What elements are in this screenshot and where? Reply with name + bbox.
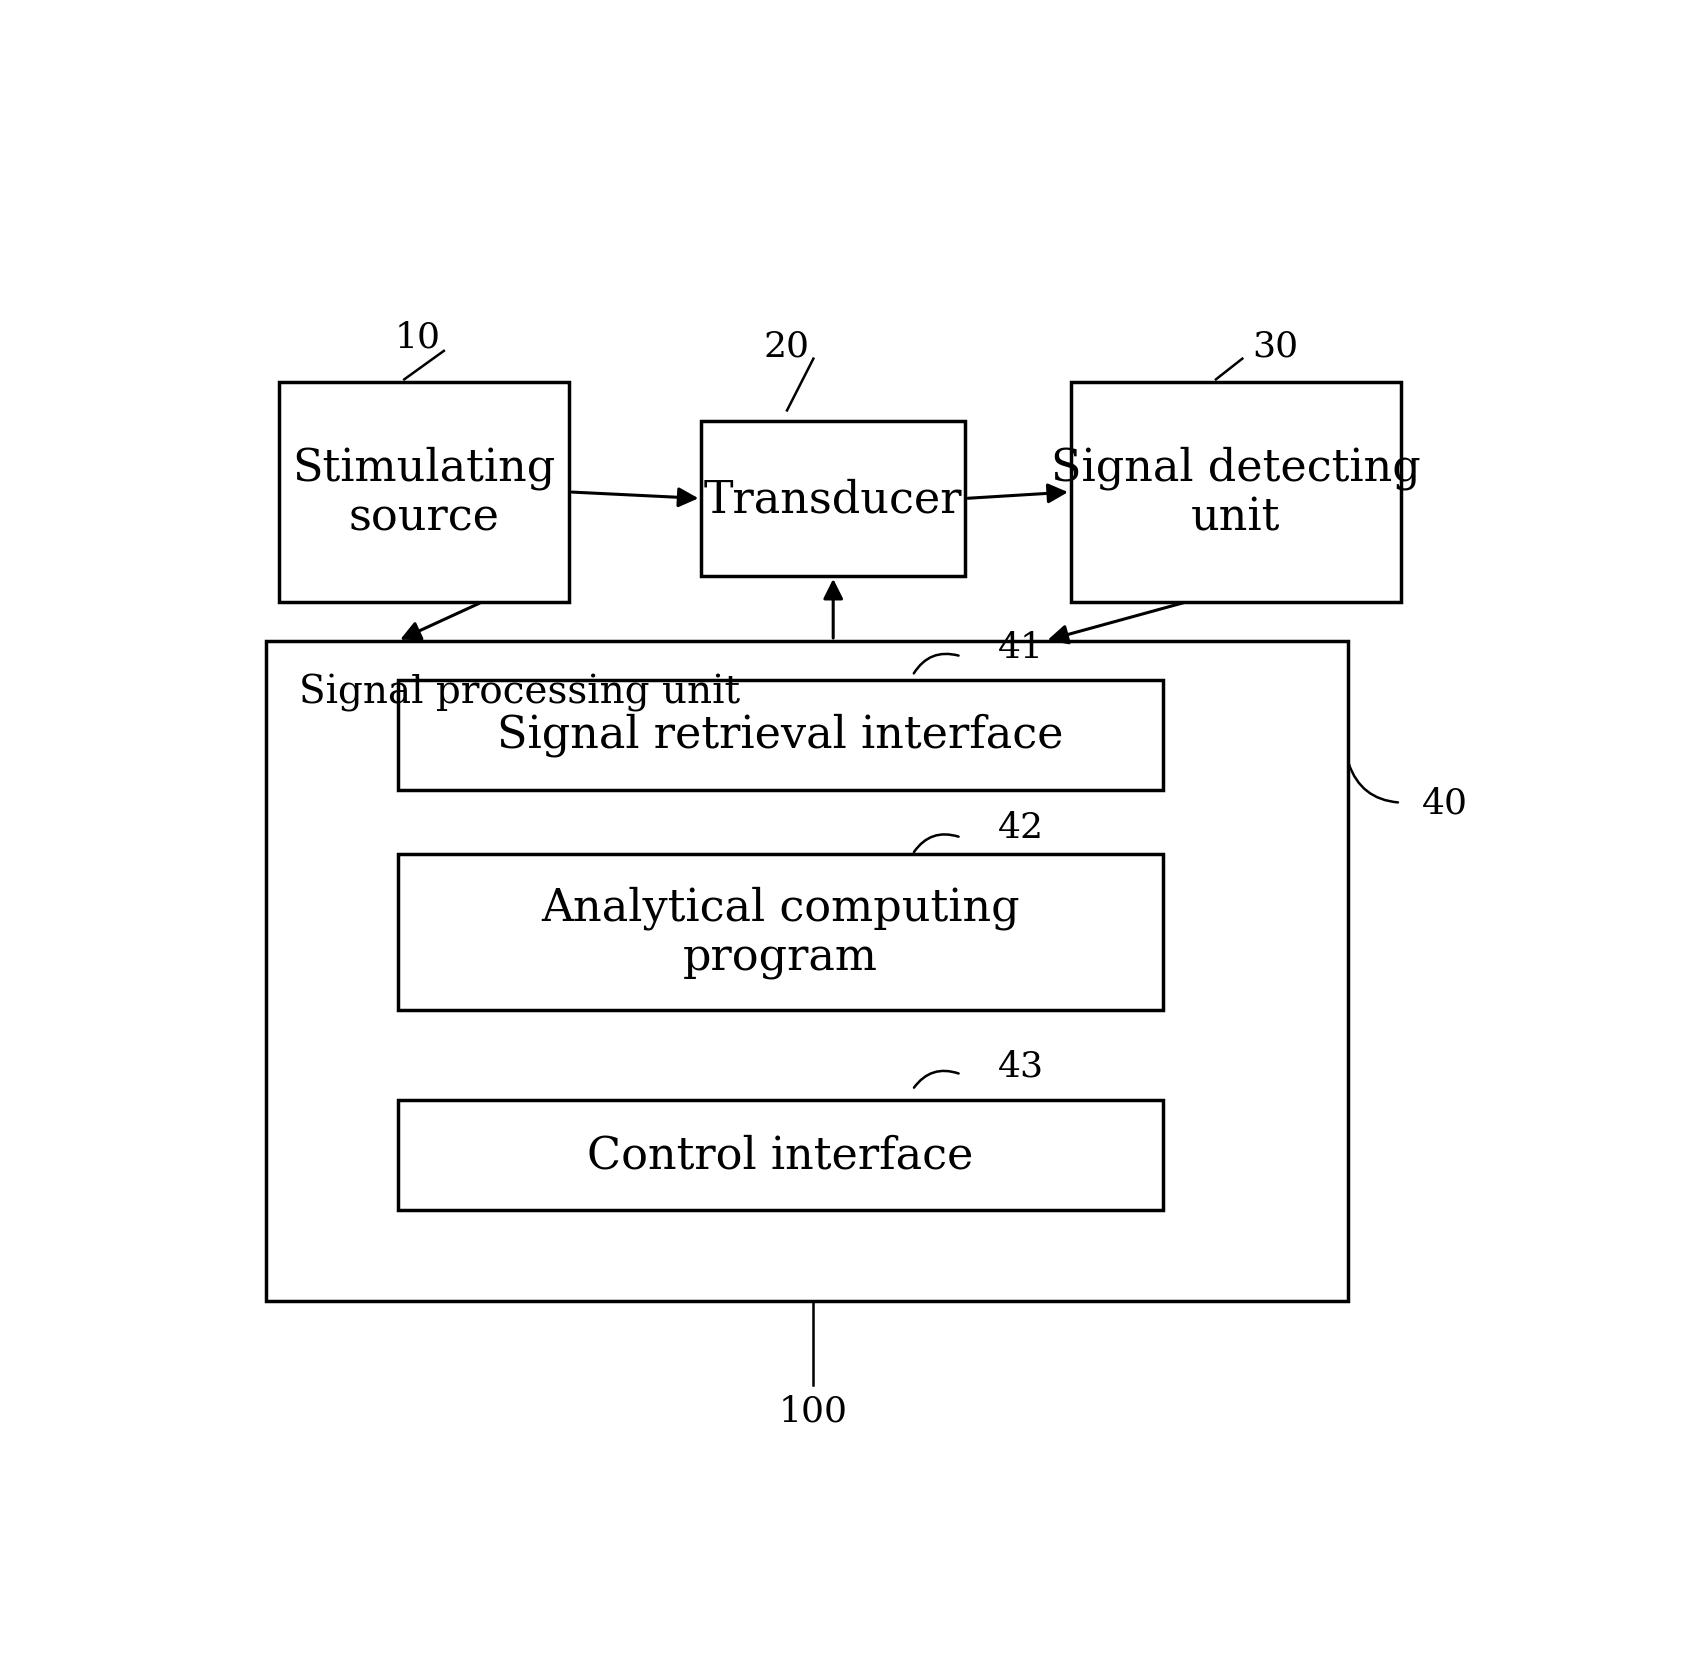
Text: 10: 10 [395, 321, 441, 354]
Bar [702, 422, 966, 576]
Text: Signal detecting
unit: Signal detecting unit [1051, 445, 1420, 539]
Text: Signal processing unit: Signal processing unit [298, 674, 739, 712]
Text: 42: 42 [998, 811, 1044, 845]
Text: 100: 100 [778, 1394, 848, 1428]
Text: 41: 41 [998, 632, 1044, 665]
Text: 40: 40 [1422, 786, 1468, 820]
Text: Stimulating
source: Stimulating source [293, 445, 555, 539]
Bar [279, 383, 569, 603]
Text: Signal retrieval interface: Signal retrieval interface [497, 714, 1064, 758]
Text: Control interface: Control interface [588, 1134, 974, 1178]
Text: Transducer: Transducer [703, 477, 962, 521]
Bar [399, 855, 1163, 1010]
Bar [1071, 383, 1400, 603]
Text: 43: 43 [998, 1048, 1044, 1082]
Bar [399, 1100, 1163, 1211]
Text: 30: 30 [1252, 329, 1298, 363]
Text: 20: 20 [765, 329, 811, 363]
Bar [266, 642, 1349, 1300]
Text: Analytical computing
program: Analytical computing program [542, 885, 1020, 979]
Bar [399, 680, 1163, 790]
